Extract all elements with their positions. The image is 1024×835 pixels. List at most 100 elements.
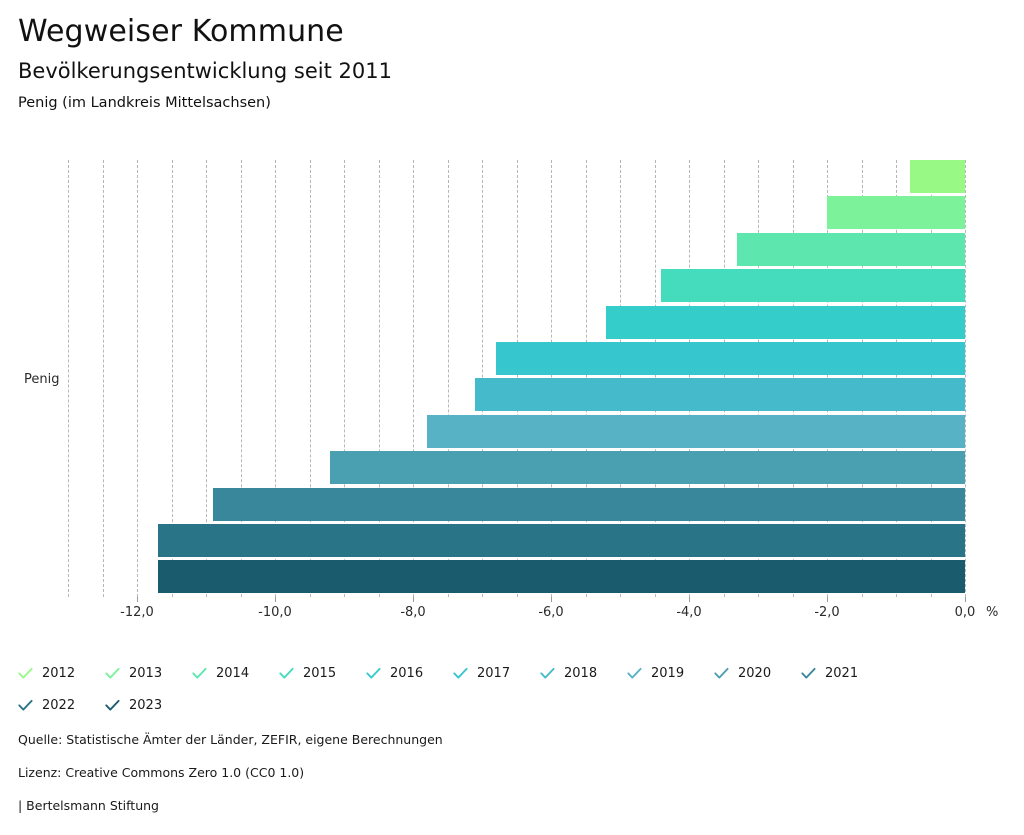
- bar-2022[interactable]: [157, 524, 965, 557]
- bar-row: [0, 451, 1024, 485]
- bar-2015[interactable]: [661, 269, 965, 303]
- legend-item-label: 2021: [825, 665, 859, 681]
- legend-item-2017[interactable]: 2017: [453, 666, 540, 681]
- x-axis-tick-mark: [551, 597, 552, 602]
- bar-2016[interactable]: [606, 305, 965, 339]
- legend-item-label: 2016: [390, 665, 424, 681]
- bar-row: [0, 232, 1024, 266]
- check-icon[interactable]: [627, 667, 642, 680]
- footer: Quelle: Statistische Ämter der Länder, Z…: [18, 732, 443, 813]
- bar-2017[interactable]: [495, 342, 965, 375]
- check-icon[interactable]: [366, 667, 381, 680]
- bar-2012[interactable]: [909, 160, 965, 193]
- legend-item-2023[interactable]: 2023: [105, 698, 192, 713]
- chart-region-label: Penig (im Landkreis Mittelsachsen): [18, 95, 271, 112]
- bar-2020[interactable]: [330, 451, 965, 485]
- check-icon[interactable]: [105, 667, 120, 680]
- bar-2019[interactable]: [426, 414, 965, 448]
- x-axis-tick-label: 0,0: [954, 605, 976, 620]
- legend-item-label: 2023: [129, 697, 163, 713]
- plot-area: [0, 160, 1024, 597]
- legend-item-label: 2013: [129, 665, 163, 681]
- gridline: [309, 160, 311, 597]
- legend-item-2013[interactable]: 2013: [105, 666, 192, 681]
- legend-item-2020[interactable]: 2020: [714, 666, 801, 681]
- footer-source: Quelle: Statistische Ämter der Länder, Z…: [18, 732, 443, 747]
- bar-row: [0, 196, 1024, 230]
- check-icon[interactable]: [801, 667, 816, 680]
- gridline: [240, 160, 242, 597]
- legend: 2012 2013 2014 2015 2016 2017 2018 2019 2020 2021…: [18, 657, 1008, 721]
- page-title: Wegweiser Kommune: [18, 14, 344, 49]
- x-axis: % -12,0 -10,0 -8,0 -6,0 -4,0 -2,0 0,0: [0, 597, 1024, 627]
- bar-row: [0, 524, 1024, 557]
- footer-publisher: | Bertelsmann Stiftung: [18, 798, 159, 813]
- check-icon[interactable]: [714, 667, 729, 680]
- x-axis-tick-mark: [689, 597, 690, 602]
- x-axis-tick-mark: [965, 597, 966, 602]
- x-axis-tick-mark: [827, 597, 828, 602]
- legend-item-2015[interactable]: 2015: [279, 666, 366, 681]
- bar-2014[interactable]: [737, 232, 965, 266]
- bar-2013[interactable]: [827, 196, 965, 230]
- check-icon[interactable]: [18, 699, 33, 712]
- x-axis-tick-label: -10,0: [258, 605, 292, 620]
- legend-row: 2012 2013 2014 2015 2016 2017 2018 2019 2020 2021: [18, 657, 1008, 689]
- legend-item-2019[interactable]: 2019: [627, 666, 714, 681]
- legend-item-label: 2017: [477, 665, 511, 681]
- legend-row: 2022 2023: [18, 689, 1008, 721]
- bar-row: [0, 560, 1024, 594]
- gridline: [68, 160, 69, 597]
- legend-item-2018[interactable]: 2018: [540, 666, 627, 681]
- bar-2023[interactable]: [157, 560, 965, 594]
- legend-item-2016[interactable]: 2016: [366, 666, 453, 681]
- legend-item-2021[interactable]: 2021: [801, 666, 888, 681]
- legend-item-label: 2020: [738, 665, 772, 681]
- bar-row: [0, 342, 1024, 375]
- x-axis-tick-mark: [413, 597, 414, 602]
- legend-item-2014[interactable]: 2014: [192, 666, 279, 681]
- legend-item-label: 2014: [216, 665, 250, 681]
- bar-row: [0, 305, 1024, 339]
- x-axis-tick-label: -2,0: [814, 605, 840, 620]
- gridline: [413, 160, 414, 597]
- check-icon[interactable]: [18, 667, 33, 680]
- bar-2021[interactable]: [212, 487, 965, 521]
- gridline: [102, 160, 104, 597]
- legend-item-2012[interactable]: 2012: [18, 666, 105, 681]
- bar-2018[interactable]: [475, 378, 965, 412]
- legend-item-label: 2012: [42, 665, 76, 681]
- chart-subtitle: Bevölkerungsentwicklung seit 2011: [18, 59, 392, 83]
- x-axis-tick-mark: [275, 597, 276, 602]
- x-axis-tick-label: -4,0: [676, 605, 702, 620]
- legend-item-2022[interactable]: 2022: [18, 698, 105, 713]
- x-axis-tick-label: -8,0: [400, 605, 426, 620]
- footer-license: Lizenz: Creative Commons Zero 1.0 (CC0 1…: [18, 765, 305, 780]
- bar-row: [0, 487, 1024, 521]
- gridline: [137, 160, 138, 597]
- bar-series-container: [0, 160, 1024, 597]
- bar-row: [0, 378, 1024, 412]
- bar-row: [0, 414, 1024, 448]
- gridline: [206, 160, 207, 597]
- check-icon[interactable]: [192, 667, 207, 680]
- x-axis-unit-label: %: [986, 605, 999, 620]
- legend-item-label: 2018: [564, 665, 598, 681]
- legend-item-label: 2019: [651, 665, 685, 681]
- check-icon[interactable]: [105, 699, 120, 712]
- x-axis-tick-label: -6,0: [538, 605, 564, 620]
- check-icon[interactable]: [540, 667, 555, 680]
- y-axis-category-label: Penig: [24, 372, 60, 387]
- check-icon[interactable]: [453, 667, 468, 680]
- gridline: [447, 160, 449, 597]
- bar-row: [0, 160, 1024, 193]
- legend-item-label: 2022: [42, 697, 76, 713]
- check-icon[interactable]: [279, 667, 294, 680]
- gridline: [171, 160, 173, 597]
- gridline: [275, 160, 276, 597]
- gridline: [378, 160, 380, 597]
- x-axis-tick-label: -12,0: [120, 605, 154, 620]
- bar-row: [0, 269, 1024, 303]
- gridline: [344, 160, 345, 597]
